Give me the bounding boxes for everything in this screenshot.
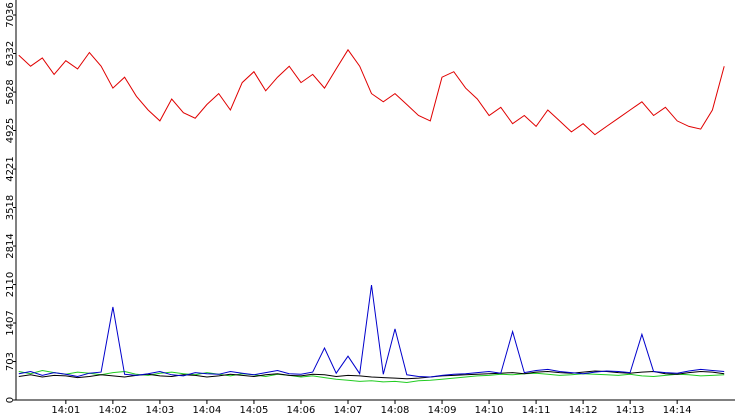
x-tick-label: 14:01 bbox=[51, 405, 80, 415]
y-tick-label: 4221 bbox=[5, 156, 16, 181]
y-tick-label: 2110 bbox=[5, 272, 16, 297]
y-tick-label: 6332 bbox=[5, 41, 16, 66]
x-tick-label: 14:11 bbox=[522, 405, 551, 415]
series-line bbox=[18, 285, 725, 378]
y-tick-label: 2814 bbox=[5, 233, 16, 258]
x-tick-label: 14:08 bbox=[381, 405, 410, 415]
x-tick-label: 14:07 bbox=[334, 405, 363, 415]
y-tick-label: 0 bbox=[5, 397, 16, 403]
x-tick-label: 14:04 bbox=[193, 405, 222, 415]
x-tick-label: 14:05 bbox=[240, 405, 269, 415]
x-tick-label: 14:03 bbox=[145, 405, 174, 415]
y-tick-label: 3518 bbox=[5, 195, 16, 220]
x-tick-label: 14:10 bbox=[475, 405, 504, 415]
plot-area bbox=[16, 0, 735, 400]
x-tick-label: 14:14 bbox=[663, 405, 692, 415]
x-tick-label: 14:02 bbox=[98, 405, 127, 415]
x-tick-label: 14:06 bbox=[287, 405, 316, 415]
y-tick-label: 5628 bbox=[5, 79, 16, 104]
y-tick-label: 1407 bbox=[5, 310, 16, 335]
y-tick-label: 4925 bbox=[5, 118, 16, 143]
y-tick-label: 703 bbox=[5, 352, 16, 371]
y-tick-label: 7036 bbox=[5, 2, 16, 27]
series-line bbox=[18, 369, 725, 384]
x-tick-label: 14:09 bbox=[428, 405, 457, 415]
x-tick-label: 14:13 bbox=[616, 405, 645, 415]
series-line bbox=[18, 48, 725, 136]
x-tick-label: 14:12 bbox=[569, 405, 598, 415]
